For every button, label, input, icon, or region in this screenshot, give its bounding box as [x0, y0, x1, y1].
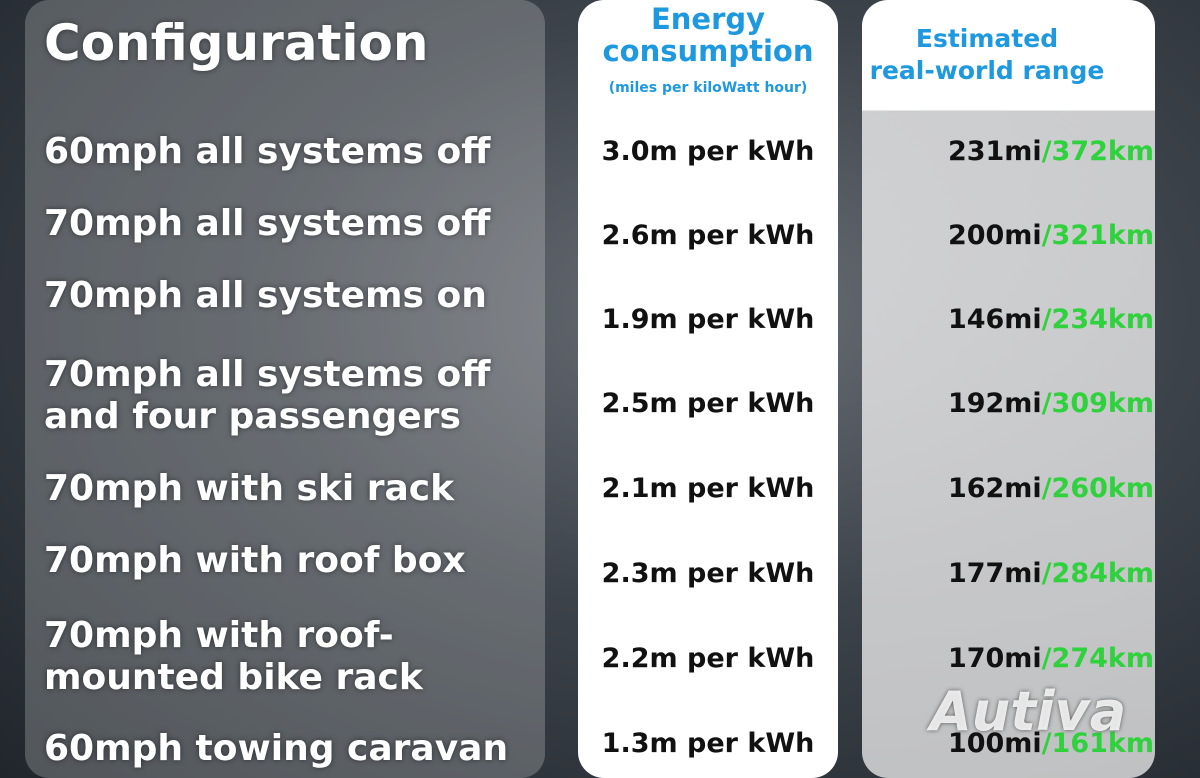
consumption-title-1: Energy [650, 2, 766, 36]
range-mi: 100mi [947, 728, 1042, 759]
range-km: /284km [1041, 558, 1154, 589]
range-mi: 162mi [947, 473, 1042, 504]
watermark: Autiva [930, 680, 1127, 743]
consumption-value: 2.3m per kWh [601, 558, 815, 589]
range-km: /234km [1041, 304, 1154, 335]
range-value: 200mi/321km [948, 220, 1154, 251]
range-value: 192mi/309km [948, 388, 1154, 419]
range-value: 170mi/274km [948, 643, 1154, 674]
consumption-value: 1.9m per kWh [601, 304, 815, 335]
range-km: /274km [1041, 643, 1154, 674]
consumption-value: 2.5m per kWh [601, 388, 815, 419]
range-km: /161km [1041, 728, 1154, 759]
consumption-value: 2.6m per kWh [601, 220, 815, 251]
range-mi: 231mi [947, 136, 1042, 167]
consumption-panel [578, 0, 838, 778]
config-header: Configuration [44, 14, 429, 72]
range-value: 146mi/234km [948, 304, 1154, 335]
consumption-value: 2.2m per kWh [601, 643, 815, 674]
consumption-title-2: consumption [602, 34, 814, 68]
config-label: 70mph all systems on [44, 275, 487, 316]
config-label: 70mph with ski rack [44, 468, 455, 509]
range-mi: 177mi [947, 558, 1042, 589]
range-title-1: Estimated [915, 24, 1059, 53]
range-value: 177mi/284km [948, 558, 1154, 589]
range-mi: 146mi [947, 304, 1042, 335]
range-value: 231mi/372km [948, 136, 1154, 167]
range-panel [862, 0, 1155, 778]
range-value: 162mi/260km [948, 473, 1154, 504]
consumption-value: 1.3m per kWh [601, 728, 815, 759]
range-km: /309km [1041, 388, 1154, 419]
range-mi: 170mi [947, 643, 1042, 674]
config-label: and four passengers [44, 396, 461, 437]
config-label: 70mph all systems off [44, 354, 491, 395]
range-km: /260km [1041, 473, 1154, 504]
range-value: 100mi/161km [948, 728, 1154, 759]
range-mi: 192mi [947, 388, 1042, 419]
consumption-value: 2.1m per kWh [601, 473, 815, 504]
config-label: 70mph all systems off [44, 203, 491, 244]
config-label: 60mph all systems off [44, 131, 491, 172]
range-km: /321km [1041, 220, 1154, 251]
config-label: 60mph towing caravan [44, 728, 509, 769]
consumption-unit: (miles per kiloWatt hour) [608, 80, 808, 96]
config-label: 70mph with roof- [44, 615, 394, 656]
config-label: mounted bike rack [44, 657, 423, 698]
config-label: 70mph with roof box [44, 540, 466, 581]
range-km: /372km [1041, 136, 1154, 167]
range-title-2: real-world range [869, 56, 1105, 85]
config-panel [25, 0, 545, 778]
range-mi: 200mi [947, 220, 1042, 251]
consumption-value: 3.0m per kWh [601, 136, 815, 167]
